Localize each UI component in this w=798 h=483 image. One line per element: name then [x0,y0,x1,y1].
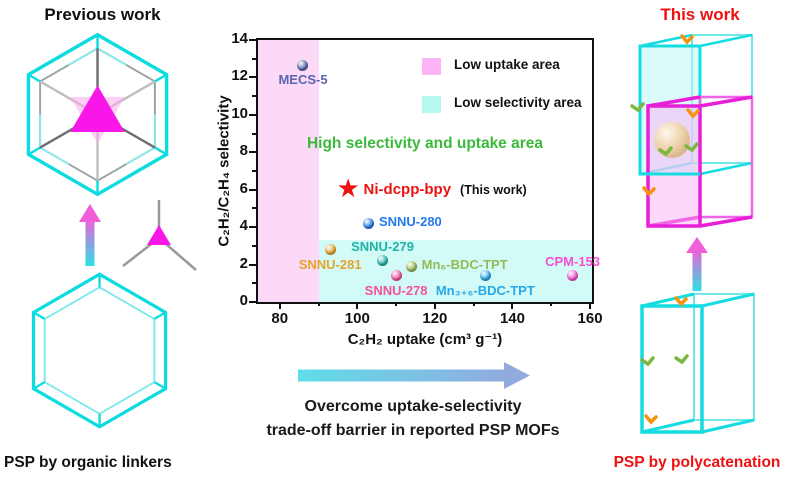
point-SNNU-279 [377,255,389,267]
y-tick-label: 0 [239,292,248,309]
y-minor-tick [252,244,256,247]
point-label-Mn₆-BDC-TPT: Mn₆-BDC-TPT [421,257,508,273]
x-tick-label: 120 [422,310,448,327]
adsorbate-green-icon [658,146,673,157]
adsorbate-green-icon [674,354,689,365]
y-minor-tick [252,95,256,98]
adsorbate-orange-icon [686,108,700,119]
point-SNNU-280 [363,217,375,229]
x-tick-label: 160 [577,310,603,327]
y-major-tick [249,113,256,116]
point-label-Mn₃₊₆-BDC-TPT: Mn₃₊₆-BDC-TPT [435,282,535,298]
high-area-annotation: High selectivity and uptake area [306,134,544,152]
x-major-tick [589,302,592,309]
y-tick-label: 14 [231,30,248,47]
transition-caption-line1: Overcome uptake-selectivity [304,398,522,415]
adsorbate-green-icon [684,142,699,153]
x-tick-label: 140 [499,310,525,327]
point-SNNU-278 [390,270,402,282]
y-tick-label: 8 [239,142,248,160]
point-label-SNNU-280: SNNU-280 [378,214,442,230]
legend-label-low-selectivity: Low selectivity area [454,95,582,110]
point-label-SNNU-279: SNNU-279 [351,238,414,254]
plot-area: 80 100 120 140 160 0 2 4 6 8 10 12 14 Low uptake area… [231,30,602,327]
adsorbate-green-icon [630,102,645,113]
this-work-caption: PSP by polycatenation [613,454,781,471]
x-minor-tick [472,302,475,306]
this-work-point-suffix: (This work) [460,182,527,197]
y-minor-tick [252,170,256,172]
y-major-tick [249,76,256,79]
point-MECS-5 [297,59,309,71]
up-arrow-icon [79,204,101,266]
this-work-star-icon: ★ [336,172,360,203]
right-arrow-icon [298,362,530,389]
this-work-point-label: Ni-dcpp-bpy (This work) [364,181,527,199]
single-cage-graphic [640,292,755,434]
x-major-tick [278,302,281,309]
y-major-tick [249,39,256,41]
y-minor-tick [252,207,256,210]
up-arrow-icon [686,237,708,291]
x-tick-label: 100 [344,310,370,327]
y-major-tick [249,188,256,191]
adsorbate-orange-icon [674,296,688,307]
y-tick-label: 10 [231,104,248,122]
legend-swatch-low-uptake [422,58,441,75]
y-tick-label: 2 [239,254,248,272]
point-CPM-153 [567,270,579,282]
point-Mn₆-BDC-TPT [406,260,418,272]
y-minor-tick [252,57,256,60]
legend-label-low-uptake: Low uptake area [454,57,560,72]
magenta-triangle-linker [70,85,125,133]
adsorbate-orange-icon [644,414,658,425]
x-major-tick [511,302,514,309]
x-minor-tick [317,302,320,306]
x-minor-tick [395,302,398,306]
x-major-tick [433,302,436,309]
y-tick-label: 12 [231,67,248,85]
point-SNNU-281 [324,244,336,256]
transition-caption-line2: trade-off barrier in reported PSP MOFs [266,422,560,439]
adsorbate-orange-icon [642,186,656,197]
tripod-linker-icon [122,200,197,271]
hexagonal-cage-with-linker-graphic [26,32,169,197]
point-label-MECS-5: MECS-5 [278,72,328,88]
legend-swatch-low-selectivity [422,96,441,113]
x-axis-label: C₂H₂ uptake (cm³ g⁻¹) [347,331,503,348]
x-tick-label: 80 [271,310,289,327]
y-minor-tick [252,282,256,285]
this-work-title: This work [660,5,740,24]
y-tick-label: 6 [239,179,248,197]
previous-work-caption: PSP by organic linkers [4,454,172,471]
hexagonal-cage-empty-graphic [31,272,168,429]
point-label-SNNU-278: SNNU-278 [364,282,428,298]
interlocked-cages-graphic [630,33,754,228]
point-label-SNNU-281: SNNU-281 [298,256,362,272]
point-label-CPM-153: CPM-153 [545,253,601,269]
this-work-point-name: Ni-dcpp-bpy [363,180,452,198]
y-major-tick [249,301,256,303]
region-low-uptake [258,40,319,302]
y-tick-label: 4 [239,217,248,235]
adsorbate-orange-icon [680,34,694,45]
region-low-selectivity [318,240,592,302]
previous-work-title: Previous work [44,5,161,24]
guest-sphere [654,122,690,158]
y-major-tick [249,263,256,266]
x-minor-tick [550,302,553,306]
adsorbate-green-icon [640,356,655,367]
x-major-tick [356,302,359,309]
y-minor-tick [252,132,256,135]
y-major-tick [249,151,256,154]
point-Mn₃₊₆-BDC-TPT [479,270,491,282]
y-major-tick [249,226,256,229]
